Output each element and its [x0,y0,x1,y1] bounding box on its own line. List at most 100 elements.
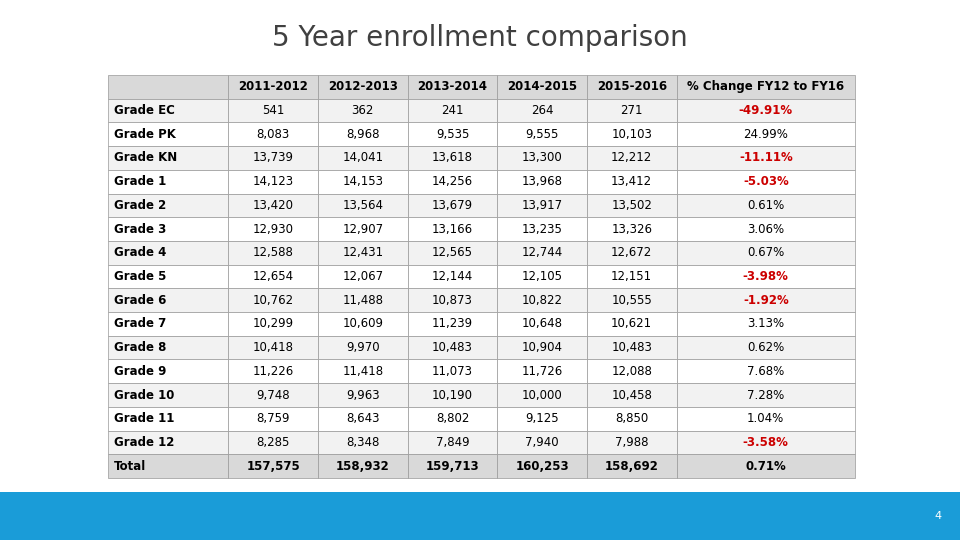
Text: 13,618: 13,618 [432,152,473,165]
Bar [228,123,318,146]
Text: 2014-2015: 2014-2015 [507,80,577,93]
Text: -1.92%: -1.92% [743,294,789,307]
Text: 271: 271 [620,104,643,117]
Text: 160,253: 160,253 [516,460,569,472]
Bar [108,407,228,430]
Text: -5.03%: -5.03% [743,175,789,188]
Bar [108,312,228,336]
Text: 10,621: 10,621 [612,318,652,330]
Text: 8,083: 8,083 [256,128,290,141]
Text: Grade 6: Grade 6 [114,294,166,307]
Bar [108,454,228,478]
Text: 7,849: 7,849 [436,436,469,449]
Bar [497,336,587,360]
Bar [587,193,677,217]
Bar [318,193,408,217]
Bar [228,75,318,99]
Bar [0,492,960,540]
Bar [587,99,677,123]
Bar [587,360,677,383]
Bar [408,99,497,123]
Bar [497,99,587,123]
Text: 13,420: 13,420 [252,199,294,212]
Text: 13,326: 13,326 [612,222,652,235]
Text: 12,672: 12,672 [612,246,653,259]
Text: Total: Total [114,460,146,472]
Bar [587,123,677,146]
Text: 8,850: 8,850 [615,412,648,425]
Bar [408,430,497,454]
Bar [108,146,228,170]
Text: 10,555: 10,555 [612,294,652,307]
Text: 13,739: 13,739 [252,152,294,165]
Text: 12,144: 12,144 [432,270,473,283]
Text: 12,654: 12,654 [252,270,294,283]
Bar [108,99,228,123]
Text: Grade 1: Grade 1 [114,175,166,188]
Text: 1.04%: 1.04% [747,412,784,425]
Text: 8,968: 8,968 [346,128,379,141]
Bar [318,360,408,383]
Bar [228,430,318,454]
Bar [108,241,228,265]
Bar [408,312,497,336]
Bar [108,336,228,360]
Text: Grade 2: Grade 2 [114,199,166,212]
Bar [408,146,497,170]
Bar [587,75,677,99]
Text: 12,067: 12,067 [343,270,383,283]
Bar [408,454,497,478]
Text: 9,748: 9,748 [256,388,290,402]
Text: 8,759: 8,759 [256,412,290,425]
Text: 541: 541 [262,104,284,117]
Bar [228,288,318,312]
Text: 12,105: 12,105 [521,270,563,283]
Text: 12,930: 12,930 [252,222,294,235]
Text: 10,904: 10,904 [521,341,563,354]
Text: 157,575: 157,575 [247,460,300,472]
Text: 2011-2012: 2011-2012 [238,80,308,93]
Bar [318,407,408,430]
Text: 12,431: 12,431 [343,246,383,259]
Text: -11.11%: -11.11% [739,152,793,165]
Text: 2013-2014: 2013-2014 [418,80,488,93]
Bar [108,170,228,193]
Bar [318,217,408,241]
Text: Grade 8: Grade 8 [114,341,166,354]
Bar [497,383,587,407]
Bar [677,193,855,217]
Text: 13,502: 13,502 [612,199,652,212]
Text: Grade 3: Grade 3 [114,222,166,235]
Text: 13,412: 13,412 [612,175,652,188]
Text: Grade 12: Grade 12 [114,436,175,449]
Bar [318,312,408,336]
Bar [108,217,228,241]
Bar [677,75,855,99]
Bar [497,288,587,312]
Text: 159,713: 159,713 [425,460,479,472]
Text: 10,873: 10,873 [432,294,473,307]
Bar [587,170,677,193]
Bar [677,288,855,312]
Bar [677,217,855,241]
Bar [677,265,855,288]
Bar [497,407,587,430]
Text: 10,483: 10,483 [612,341,652,354]
Bar [228,336,318,360]
Bar [408,123,497,146]
Bar [587,217,677,241]
Bar [318,99,408,123]
Bar [587,430,677,454]
Bar [408,360,497,383]
Bar [228,170,318,193]
Text: 8,348: 8,348 [347,436,379,449]
Text: 12,212: 12,212 [612,152,653,165]
Bar [677,454,855,478]
Bar [677,170,855,193]
Bar [318,265,408,288]
Bar [587,265,677,288]
Bar [497,360,587,383]
Text: 4: 4 [935,511,942,521]
Bar [587,383,677,407]
Text: 9,963: 9,963 [346,388,379,402]
